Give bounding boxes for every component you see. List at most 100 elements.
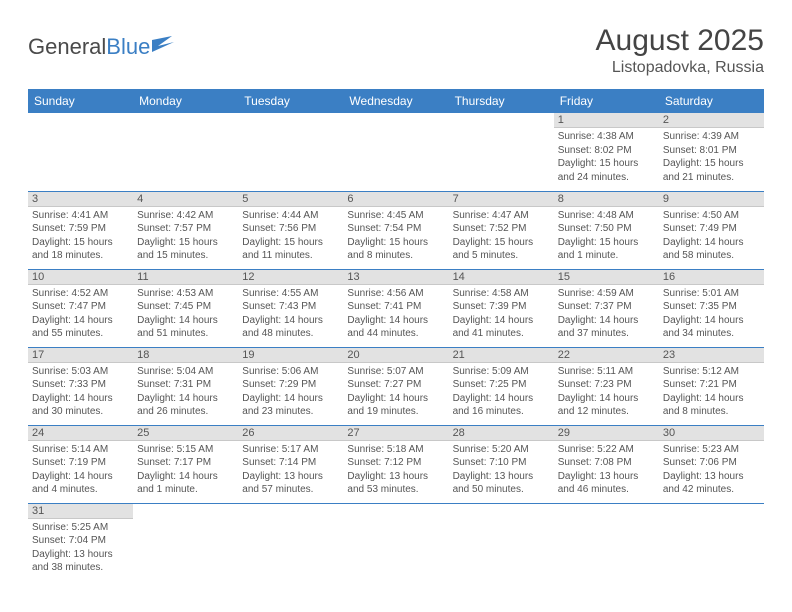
sunrise-text: Sunrise: 4:53 AM [137,287,234,301]
daylight-text: Daylight: 13 hours and 42 minutes. [663,470,760,497]
sunset-text: Sunset: 7:39 PM [453,300,550,314]
sunset-text: Sunset: 7:27 PM [347,378,444,392]
sunrise-text: Sunrise: 4:58 AM [453,287,550,301]
calendar-cell: 11Sunrise: 4:53 AMSunset: 7:45 PMDayligh… [133,269,238,347]
sunrise-text: Sunrise: 4:41 AM [32,209,129,223]
calendar-cell: 18Sunrise: 5:04 AMSunset: 7:31 PMDayligh… [133,347,238,425]
daylight-text: Daylight: 15 hours and 15 minutes. [137,236,234,263]
day-info: Sunrise: 4:44 AMSunset: 7:56 PMDaylight:… [242,209,339,263]
sunrise-text: Sunrise: 5:09 AM [453,365,550,379]
calendar-cell: 2Sunrise: 4:39 AMSunset: 8:01 PMDaylight… [659,113,764,191]
daylight-text: Daylight: 15 hours and 1 minute. [558,236,655,263]
sunrise-text: Sunrise: 4:38 AM [558,130,655,144]
daylight-text: Daylight: 14 hours and 26 minutes. [137,392,234,419]
day-number: 17 [28,348,133,363]
sunset-text: Sunset: 7:52 PM [453,222,550,236]
calendar-cell: 19Sunrise: 5:06 AMSunset: 7:29 PMDayligh… [238,347,343,425]
sunrise-text: Sunrise: 4:55 AM [242,287,339,301]
day-number: 15 [554,270,659,285]
sunrise-text: Sunrise: 5:17 AM [242,443,339,457]
day-info: Sunrise: 4:56 AMSunset: 7:41 PMDaylight:… [347,287,444,341]
calendar-cell: 26 Sunrise: 5:17 AMSunset: 7:14 PMDayligh… [238,425,343,503]
day-number: 4 [133,192,238,207]
daylight-text: Daylight: 14 hours and 51 minutes. [137,314,234,341]
day-number: 28 [449,426,554,441]
daylight-text: Daylight: 14 hours and 4 minutes. [32,470,129,497]
daylight-text: Daylight: 15 hours and 21 minutes. [663,157,760,184]
daylight-text: Daylight: 14 hours and 23 minutes. [242,392,339,419]
day-info: Sunrise: 4:53 AMSunset: 7:45 PMDaylight:… [137,287,234,341]
weekday-header: Saturday [659,89,764,113]
month-title: August 2025 [596,24,764,57]
day-number: 26 [238,426,343,441]
daylight-text: Daylight: 14 hours and 41 minutes. [453,314,550,341]
sunset-text: Sunset: 7:12 PM [347,456,444,470]
calendar-cell: 27Sunrise: 5:18 AMSunset: 7:12 PMDayligh… [343,425,448,503]
calendar-cell: 14Sunrise: 4:58 AMSunset: 7:39 PMDayligh… [449,269,554,347]
day-info: Sunrise: 5:18 AMSunset: 7:12 PMDaylight:… [347,443,444,497]
weekday-header: Monday [133,89,238,113]
sunrise-text: Sunrise: 5:07 AM [347,365,444,379]
calendar-cell: 5Sunrise: 4:44 AMSunset: 7:56 PMDaylight… [238,191,343,269]
sunrise-text: Sunrise: 5:15 AM [137,443,234,457]
calendar-cell [449,113,554,191]
daylight-text: Daylight: 14 hours and 8 minutes. [663,392,760,419]
day-info: Sunrise: 5:11 AMSunset: 7:23 PMDaylight:… [558,365,655,419]
daylight-text: Daylight: 14 hours and 16 minutes. [453,392,550,419]
sunset-text: Sunset: 7:59 PM [32,222,129,236]
calendar-cell: 24Sunrise: 5:14 AMSunset: 7:19 PMDayligh… [28,425,133,503]
daylight-text: Daylight: 15 hours and 5 minutes. [453,236,550,263]
daylight-text: Daylight: 14 hours and 48 minutes. [242,314,339,341]
calendar-cell: 28Sunrise: 5:20 AMSunset: 7:10 PMDayligh… [449,425,554,503]
sunrise-text: Sunrise: 5:18 AM [347,443,444,457]
sunset-text: Sunset: 7:31 PM [137,378,234,392]
header: GeneralBlue August 2025 Listopadovka, Ru… [28,24,764,77]
calendar-cell: 12Sunrise: 4:55 AMSunset: 7:43 PMDayligh… [238,269,343,347]
calendar-cell: 21Sunrise: 5:09 AMSunset: 7:25 PMDayligh… [449,347,554,425]
sunset-text: Sunset: 7:54 PM [347,222,444,236]
calendar-week-row: 31 Sunrise: 5:25 AMSunset: 7:04 PMDayligh… [28,503,764,581]
calendar-cell: 9Sunrise: 4:50 AMSunset: 7:49 PMDaylight… [659,191,764,269]
weekday-header: Friday [554,89,659,113]
calendar-cell: 8Sunrise: 4:48 AMSunset: 7:50 PMDaylight… [554,191,659,269]
sunset-text: Sunset: 7:29 PM [242,378,339,392]
day-number: 30 [659,426,764,441]
daylight-text: Daylight: 14 hours and 44 minutes. [347,314,444,341]
flag-icon [152,32,174,58]
calendar-cell: 29Sunrise: 5:22 AMSunset: 7:08 PMDayligh… [554,425,659,503]
sunset-text: Sunset: 7:25 PM [453,378,550,392]
sunset-text: Sunset: 7:06 PM [663,456,760,470]
daylight-text: Daylight: 13 hours and 38 minutes. [32,548,129,575]
weekday-header: Thursday [449,89,554,113]
sunset-text: Sunset: 7:50 PM [558,222,655,236]
day-info: Sunrise: 5:22 AMSunset: 7:08 PMDaylight:… [558,443,655,497]
day-info: Sunrise: 4:58 AMSunset: 7:39 PMDaylight:… [453,287,550,341]
day-number: 19 [238,348,343,363]
sunset-text: Sunset: 7:14 PM [242,456,339,470]
day-info: Sunrise: 4:55 AMSunset: 7:43 PMDaylight:… [242,287,339,341]
daylight-text: Daylight: 15 hours and 8 minutes. [347,236,444,263]
calendar-cell: 13Sunrise: 4:56 AMSunset: 7:41 PMDayligh… [343,269,448,347]
calendar-week-row: 10Sunrise: 4:52 AMSunset: 7:47 PMDayligh… [28,269,764,347]
day-number: 9 [659,192,764,207]
sunset-text: Sunset: 7:04 PM [32,534,129,548]
sunset-text: Sunset: 7:19 PM [32,456,129,470]
day-number: 31 [28,504,133,519]
sunset-text: Sunset: 7:10 PM [453,456,550,470]
calendar-table: Sunday Monday Tuesday Wednesday Thursday… [28,89,764,581]
day-info: Sunrise: 5:25 AMSunset: 7:04 PMDaylight:… [32,521,129,575]
day-info: Sunrise: 5:12 AMSunset: 7:21 PMDaylight:… [663,365,760,419]
calendar-week-row: 3 Sunrise: 4:41 AMSunset: 7:59 PM Daylight… [28,191,764,269]
sunset-text: Sunset: 7:45 PM [137,300,234,314]
sunset-text: Sunset: 7:17 PM [137,456,234,470]
day-number: 24 [28,426,133,441]
sunset-text: Sunset: 8:02 PM [558,144,655,158]
daylight-text: Daylight: 13 hours and 57 minutes. [242,470,339,497]
calendar-cell: 20Sunrise: 5:07 AMSunset: 7:27 PMDayligh… [343,347,448,425]
day-number: 3 [28,192,133,207]
calendar-cell [238,503,343,581]
daylight-text: Daylight: 13 hours and 46 minutes. [558,470,655,497]
calendar-cell: 16Sunrise: 5:01 AMSunset: 7:35 PMDayligh… [659,269,764,347]
calendar-week-row: 24Sunrise: 5:14 AMSunset: 7:19 PMDayligh… [28,425,764,503]
sunrise-text: Sunrise: 4:39 AM [663,130,760,144]
